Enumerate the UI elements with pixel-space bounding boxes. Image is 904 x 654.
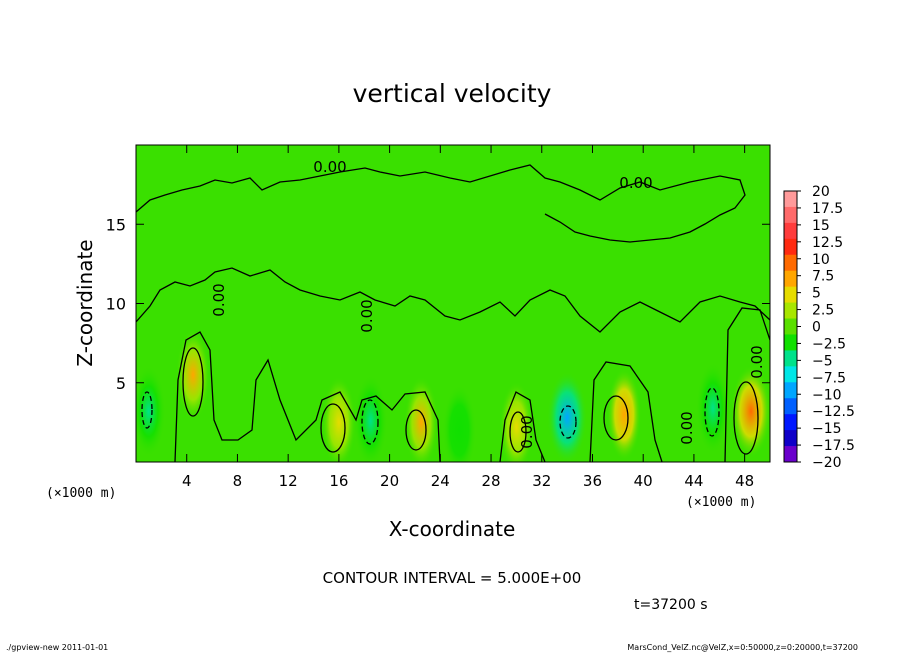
zero-contour-cells [174,331,441,462]
colorbar-tick-label: −15 [812,421,842,437]
zero-contour-cells-4 [724,307,770,462]
contour-label: 0.00 [748,345,766,378]
y-tick-label: 5 [116,374,126,393]
x-tick-label: 32 [532,472,551,490]
colorbar-tick-label: 17.5 [812,201,843,217]
colorbar-segment [784,270,797,288]
colorbar-tick-label: −5 [812,353,833,369]
x-tick-label: 28 [481,472,500,490]
colorbar-tick-label: 20 [812,184,830,200]
anomaly-blob [176,328,211,421]
colorbar-segment [784,382,797,399]
colorbar-segment [784,350,797,367]
y-axis: 5 10 15 [106,215,770,393]
zero-contour-cells-2 [499,391,546,462]
contour-label: 0.00 [619,174,652,192]
x-axis-label: X-coordinate [389,517,516,541]
anomaly-blob [607,368,642,461]
x-tick-label: 40 [634,472,653,490]
colorbar-tick-label: −7.5 [812,370,846,386]
x-tick-label: 48 [735,472,754,490]
footer-left: ./gpview-new 2011-01-01 [6,643,108,652]
colorbar: 2017.51512.5107.552.50−2.5−5−7.5−10−12.5… [783,184,855,471]
contour-pos-16 [320,403,346,453]
colorbar-tick-label: 2.5 [812,303,834,319]
colorbar-segment [784,222,797,240]
plot-area: 0.000.000.00 0.000.00 0.000.00 4 8 12 16 20 24 2… [106,144,771,490]
colorbar-tick-label: −17.5 [812,438,855,454]
anomaly-blob [547,371,588,462]
colorbar-tick-label: 10 [812,252,830,268]
contour-label: 0.00 [313,158,346,176]
anomaly-blob [321,376,356,462]
colorbar-segment [784,206,797,224]
x-unit-label: (×1000 m) [686,495,756,510]
colorbar-segment [784,302,797,320]
contour-layer [136,164,770,462]
x-tick-label: 44 [684,472,703,490]
contour-interval-text: CONTOUR INTERVAL = 5.000E+00 [323,569,582,587]
colorbar-segment [784,318,797,335]
contour-label: 0.00 [358,299,376,332]
colorbar-tick-label: −20 [812,455,842,471]
chart-title: vertical velocity [353,79,552,108]
anomaly-blob [442,384,477,462]
contour-neg-45 [704,387,720,437]
x-tick-label: 8 [233,472,243,490]
anomaly-blob [136,365,166,458]
colorbar-segment [784,286,797,304]
x-tick-label: 16 [329,472,348,490]
colorbar-segment [784,238,797,256]
x-tick-label: 36 [583,472,602,490]
contour-neg-1 [141,391,153,429]
contour-labels: 0.00 0.00 0.00 0.00 0.00 0.00 0.00 [210,158,766,449]
colorbar-tick-label: −10 [812,387,842,403]
colorbar-segment [784,430,797,447]
x-tick-label: 20 [380,472,399,490]
x-tick-label: 12 [279,472,298,490]
zero-contour-cells-3 [589,361,663,462]
colorbar-segment [784,414,797,431]
colorbar-tick-label: −12.5 [812,404,855,420]
colorbar-segment [784,334,797,351]
zero-contour-lower [136,267,770,333]
y-unit-label: (×1000 m) [46,486,116,501]
colorbar-tick-label: −2.5 [812,336,846,352]
colorbar-tick-label: 0 [812,320,821,336]
contour-label: 0.00 [518,415,536,448]
y-tick-label: 15 [106,215,126,234]
time-text: t=37200 s [634,597,708,613]
contour-pos-38 [603,395,629,441]
contour-label: 0.00 [678,411,696,444]
footer-right: MarsCond_VelZ.nc@VelZ,x=0:50000,z=0:2000… [627,643,858,652]
colorbar-tick-label: 12.5 [812,235,843,251]
contour-neg-18 [361,399,379,445]
y-axis-label: Z-coordinate [73,239,97,366]
anomaly-blob [404,376,439,462]
contour-pos-30 [509,411,527,453]
colorbar-segment [784,398,797,415]
contour-label: 0.00 [210,283,228,316]
contour-pos-22 [405,409,427,451]
contour-pos-48 [733,381,759,455]
colorbar-tick-label: 5 [812,286,821,302]
colorbar-segment [784,446,797,463]
anomaly-blob [695,362,730,455]
anomaly-layer [136,328,770,462]
zero-contour-upper [136,164,746,243]
colorbar-segment [784,254,797,272]
contour-pos-4 [182,347,204,417]
y-tick-label: 10 [106,295,126,314]
x-axis: 4 8 12 16 20 24 28 32 36 40 44 48 [182,145,754,490]
contour-neg-34 [559,405,577,439]
anomaly-blob [730,365,770,458]
x-tick-label: 4 [182,472,192,490]
colorbar-tick-label: 15 [812,218,830,234]
x-tick-label: 24 [431,472,450,490]
colorbar-segment [784,366,797,383]
anomaly-blob [353,374,388,462]
colorbar-segment [784,191,797,208]
colorbar-tick-label: 7.5 [812,269,834,285]
